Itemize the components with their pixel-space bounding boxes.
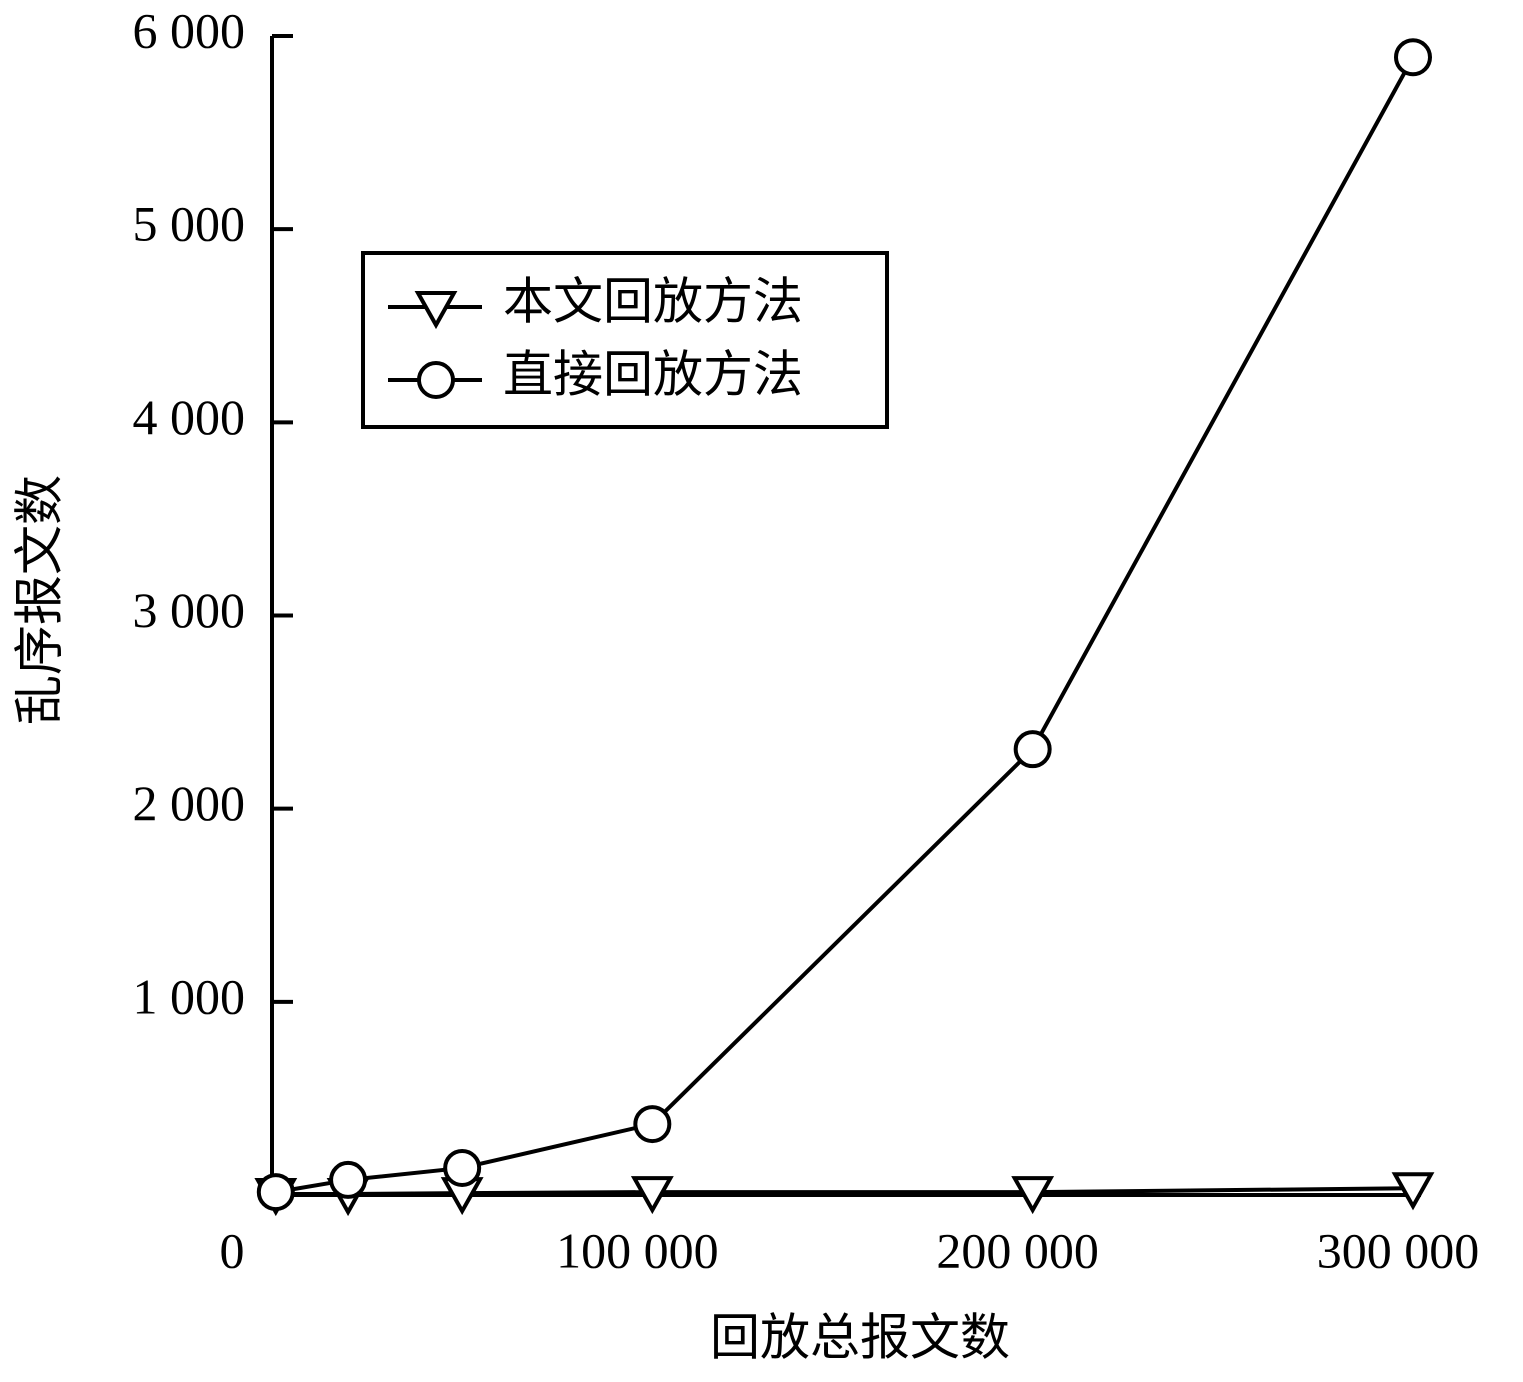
legend-marker: [414, 291, 458, 330]
legend-label: 本文回放方法: [503, 273, 803, 329]
x-axis-title: 回放总报文数: [710, 1309, 1010, 1365]
marker: [1394, 38, 1432, 77]
marker: [256, 1173, 295, 1212]
y-tick-label: 2 000: [133, 775, 246, 831]
marker: [329, 1160, 368, 1199]
y-tick-label: 4 000: [133, 389, 246, 445]
y-tick-label: 3 000: [133, 582, 246, 638]
series-line: [275, 56, 1415, 1195]
marker: [1013, 730, 1052, 769]
y-tick-label: 5 000: [133, 196, 246, 252]
legend-label: 直接回放方法: [503, 346, 803, 402]
marker: [633, 1105, 672, 1144]
marker: [443, 1148, 482, 1187]
x-tick-label: 0: [220, 1222, 245, 1278]
marker: [630, 1176, 674, 1215]
marker: [1391, 1172, 1435, 1211]
y-tick-label: 6 000: [133, 2, 246, 58]
x-tick-label: 200 000: [936, 1222, 1099, 1278]
legend-marker: [417, 361, 455, 399]
x-tick-label: 300 000: [1317, 1222, 1480, 1278]
legend-box: [361, 251, 889, 429]
marker: [1011, 1176, 1055, 1215]
y-axis-title: 乱序报文数: [11, 475, 67, 725]
y-tick-label: 1 000: [133, 968, 246, 1024]
x-tick-label: 100 000: [556, 1222, 719, 1278]
